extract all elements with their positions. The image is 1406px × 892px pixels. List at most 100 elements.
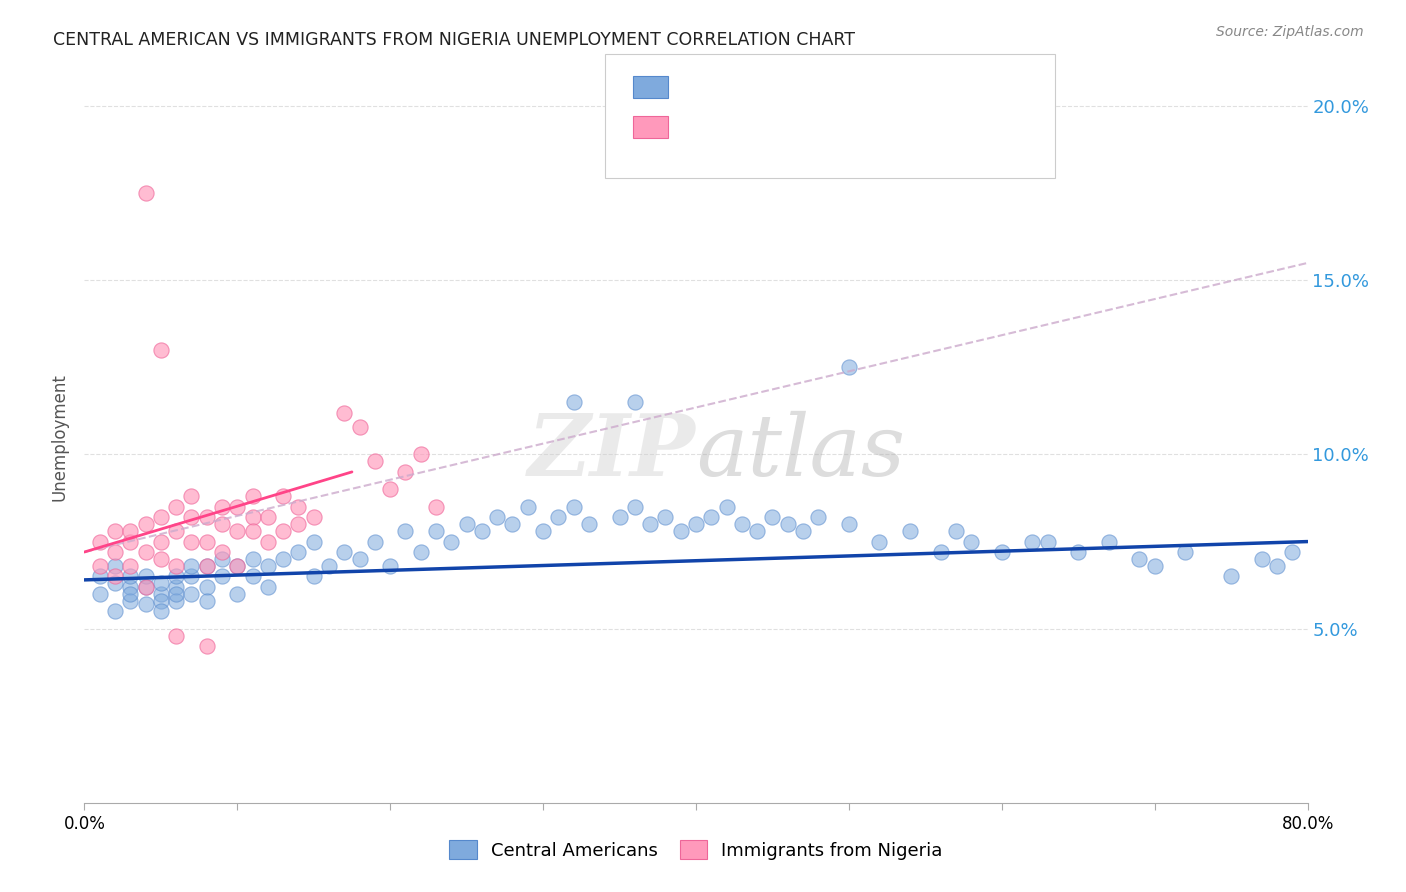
Y-axis label: Unemployment: Unemployment (51, 373, 69, 501)
Point (165, 594, 187, 608)
Point (149, 552, 172, 566)
Point (149, 604, 172, 618)
Point (104, 604, 127, 618)
Point (149, 587, 172, 601)
Point (380, 558, 402, 573)
Text: ZIP: ZIP (529, 410, 696, 493)
Point (271, 489, 294, 503)
Point (547, 510, 569, 524)
Point (302, 510, 325, 524)
Point (271, 524, 294, 538)
Point (104, 545, 127, 559)
Point (302, 569, 325, 583)
Point (394, 465, 416, 479)
Point (120, 558, 142, 573)
Point (180, 489, 202, 503)
Point (747, 524, 769, 538)
Point (180, 510, 202, 524)
Text: Source: ZipAtlas.com: Source: ZipAtlas.com (1216, 25, 1364, 39)
Point (349, 419, 371, 434)
Point (792, 524, 814, 538)
Point (624, 395, 647, 409)
Point (1128, 552, 1150, 566)
Point (271, 552, 294, 566)
Text: 0.108: 0.108 (707, 76, 765, 94)
Point (380, 483, 402, 497)
Point (104, 558, 127, 573)
Point (502, 517, 524, 532)
Point (211, 500, 233, 514)
Point (165, 629, 187, 643)
Text: CENTRAL AMERICAN VS IMMIGRANTS FROM NIGERIA UNEMPLOYMENT CORRELATION CHART: CENTRAL AMERICAN VS IMMIGRANTS FROM NIGE… (53, 31, 855, 49)
Point (929, 545, 952, 559)
Point (165, 580, 187, 594)
Point (226, 558, 249, 573)
Point (287, 500, 309, 514)
Point (242, 489, 264, 503)
Point (135, 580, 157, 594)
Point (609, 510, 631, 524)
Point (456, 517, 478, 532)
Point (425, 500, 447, 514)
Point (226, 587, 249, 601)
Legend: Central Americans, Immigrants from Nigeria: Central Americans, Immigrants from Niger… (443, 833, 949, 867)
Point (257, 510, 280, 524)
Point (287, 545, 309, 559)
Point (135, 545, 157, 559)
Point (242, 569, 264, 583)
Point (120, 534, 142, 549)
Point (135, 186, 157, 201)
Point (149, 534, 172, 549)
Point (425, 524, 447, 538)
Point (869, 534, 891, 549)
Point (104, 524, 127, 538)
Point (700, 510, 723, 524)
Point (226, 500, 249, 514)
Point (226, 558, 249, 573)
Point (120, 587, 142, 601)
Point (120, 580, 142, 594)
Point (302, 534, 325, 549)
Point (180, 569, 202, 583)
Point (135, 517, 157, 532)
Point (409, 545, 432, 559)
Point (135, 580, 157, 594)
Point (242, 552, 264, 566)
Point (165, 500, 187, 514)
Point (242, 510, 264, 524)
Point (685, 517, 707, 532)
Point (364, 454, 387, 468)
Point (195, 639, 218, 653)
Point (135, 597, 157, 611)
Text: atlas: atlas (696, 410, 905, 493)
Point (838, 360, 860, 375)
Point (1036, 534, 1059, 549)
Text: 0.151: 0.151 (707, 112, 763, 129)
Point (1281, 545, 1303, 559)
Point (638, 517, 661, 532)
Point (89, 558, 111, 573)
Point (149, 594, 172, 608)
Point (149, 343, 172, 357)
Point (257, 558, 280, 573)
Text: R =: R = (675, 112, 714, 129)
Point (364, 534, 387, 549)
Point (135, 569, 157, 583)
Point (486, 510, 509, 524)
Point (89, 534, 111, 549)
Text: 91: 91 (799, 76, 824, 94)
Point (165, 558, 187, 573)
Point (562, 395, 585, 409)
Point (516, 500, 538, 514)
Point (195, 594, 218, 608)
Point (165, 587, 187, 601)
Point (104, 576, 127, 591)
Text: 50: 50 (799, 112, 824, 129)
Point (89, 587, 111, 601)
Text: R =: R = (675, 76, 714, 94)
Point (242, 524, 264, 538)
Point (165, 524, 187, 538)
Point (471, 524, 494, 538)
Text: N =: N = (766, 112, 806, 129)
Point (1174, 545, 1197, 559)
